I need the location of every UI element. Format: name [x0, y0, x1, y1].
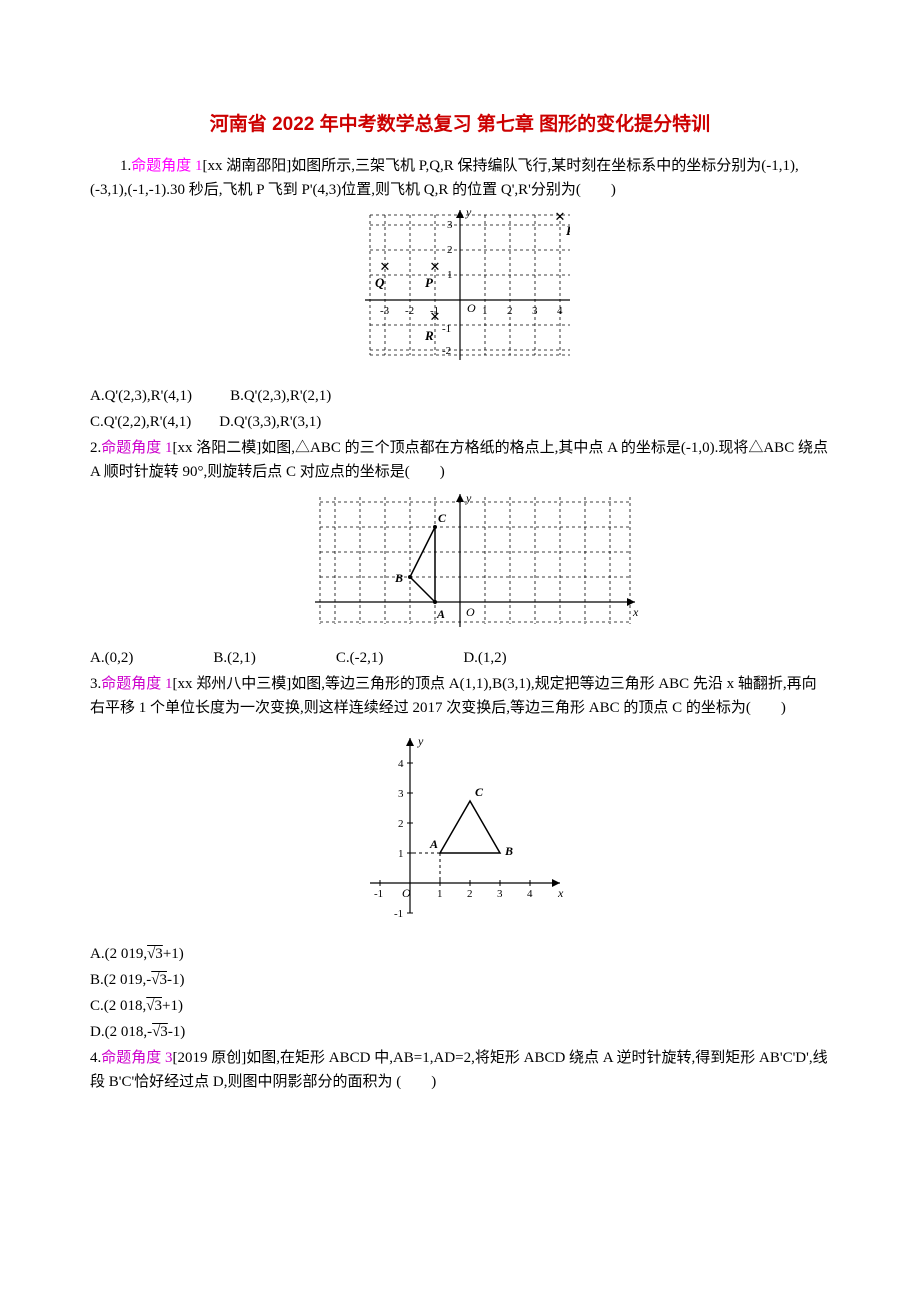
svg-text:y: y — [465, 210, 472, 219]
svg-text:✕: ✕ — [555, 210, 566, 224]
q1: 1.命题角度 1[xx 湖南邵阳]如图所示,三架飞机 P,Q,R 保持编队飞行,… — [90, 154, 830, 202]
q4: 4.命题角度 3[2019 原创]如图,在矩形 ABCD 中,AB=1,AD=2… — [90, 1046, 830, 1094]
q1-figure: O x y -3 -2 -1 1 2 3 4 1 2 3 -1 -2 ✕ Q ✕ — [90, 210, 830, 378]
q3-opt-c: C.(2 018,√3+1) — [90, 994, 830, 1018]
svg-text:1: 1 — [398, 848, 404, 860]
svg-text:x: x — [632, 605, 639, 619]
q1-options-row1: A.Q'(2,3),R'(4,1) B.Q'(2,3),R'(2,1) — [90, 384, 830, 408]
svg-text:R: R — [424, 328, 434, 343]
q2-opt-b: B.(2,1) — [213, 646, 256, 670]
q2-opt-c: C.(-2,1) — [336, 646, 384, 670]
q3-figure: O -1 1 2 3 4 1 2 3 4 -1 x y A B C — [90, 728, 830, 936]
svg-text:B: B — [394, 571, 403, 585]
svg-text:Q: Q — [375, 275, 385, 290]
svg-text:y: y — [465, 492, 472, 505]
svg-text:A: A — [436, 607, 445, 621]
q2-tag: 命题角度 1 — [101, 440, 172, 456]
svg-text:-2: -2 — [442, 345, 451, 357]
svg-text:-1: -1 — [374, 888, 383, 900]
svg-text:-2: -2 — [405, 305, 414, 317]
q2: 2.命题角度 1[xx 洛阳二模]如图,△ABC 的三个顶点都在方格纸的格点上,… — [90, 436, 830, 484]
svg-text:O: O — [467, 301, 476, 315]
q1-opt-b: B.Q'(2,3),R'(2,1) — [230, 384, 331, 408]
q1-tag: 命题角度 1 — [131, 158, 202, 174]
svg-text:1: 1 — [447, 269, 453, 281]
svg-text:B: B — [504, 844, 513, 858]
q1-opt-c: C.Q'(2,2),R'(4,1) — [90, 410, 191, 434]
svg-text:✕: ✕ — [380, 259, 391, 274]
q2-options: A.(0,2) B.(2,1) C.(-2,1) D.(1,2) — [90, 646, 830, 670]
svg-text:4: 4 — [398, 758, 404, 770]
q2-opt-d: D.(1,2) — [463, 646, 506, 670]
q3: 3.命题角度 1[xx 郑州八中三模]如图,等边三角形的顶点 A(1,1),B(… — [90, 672, 830, 720]
svg-text:2: 2 — [467, 888, 473, 900]
svg-text:4: 4 — [557, 305, 563, 317]
svg-text:3: 3 — [497, 888, 503, 900]
svg-text:-1: -1 — [442, 323, 451, 335]
q2-opt-a: A.(0,2) — [90, 646, 133, 670]
svg-text:✕: ✕ — [430, 259, 441, 274]
svg-text:3: 3 — [532, 305, 538, 317]
svg-text:4: 4 — [527, 888, 533, 900]
q4-src: [2019 原创] — [173, 1050, 247, 1066]
svg-text:✕: ✕ — [430, 309, 441, 324]
q1-opt-d: D.Q'(3,3),R'(3,1) — [219, 410, 321, 434]
svg-text:C: C — [475, 785, 484, 799]
svg-text:2: 2 — [447, 244, 453, 256]
svg-text:2: 2 — [507, 305, 513, 317]
q3-src: [xx 郑州八中三模] — [173, 676, 292, 692]
svg-text:A: A — [429, 837, 438, 851]
svg-text:-3: -3 — [380, 305, 390, 317]
svg-text:1: 1 — [482, 305, 488, 317]
q3-opt-b: B.(2 019,-√3-1) — [90, 968, 830, 992]
svg-text:P': P' — [566, 223, 570, 238]
q1-options-row2: C.Q'(2,2),R'(4,1) D.Q'(3,3),R'(3,1) — [90, 410, 830, 434]
svg-text:O: O — [466, 605, 475, 619]
page-title: 河南省 2022 年中考数学总复习 第七章 图形的变化提分特训 — [90, 110, 830, 140]
svg-text:1: 1 — [437, 888, 443, 900]
svg-text:C: C — [438, 511, 447, 525]
q1-src: [xx 湖南邵阳] — [203, 158, 292, 174]
svg-text:3: 3 — [447, 219, 453, 231]
q4-tag: 命题角度 3 — [101, 1050, 172, 1066]
q3-opt-d: D.(2 018,-√3-1) — [90, 1020, 830, 1044]
q3-opt-a: A.(2 019,√3+1) — [90, 942, 830, 966]
svg-text:2: 2 — [398, 818, 404, 830]
svg-text:O: O — [402, 886, 411, 900]
svg-text:P: P — [425, 275, 434, 290]
svg-text:-1: -1 — [394, 908, 403, 920]
q2-figure: O x y A B C — [90, 492, 830, 640]
svg-text:y: y — [417, 734, 424, 748]
q1-opt-a: A.Q'(2,3),R'(4,1) — [90, 384, 192, 408]
svg-text:x: x — [557, 886, 564, 900]
svg-text:3: 3 — [398, 788, 404, 800]
q3-tag: 命题角度 1 — [101, 676, 172, 692]
q2-src: [xx 洛阳二模] — [173, 440, 262, 456]
